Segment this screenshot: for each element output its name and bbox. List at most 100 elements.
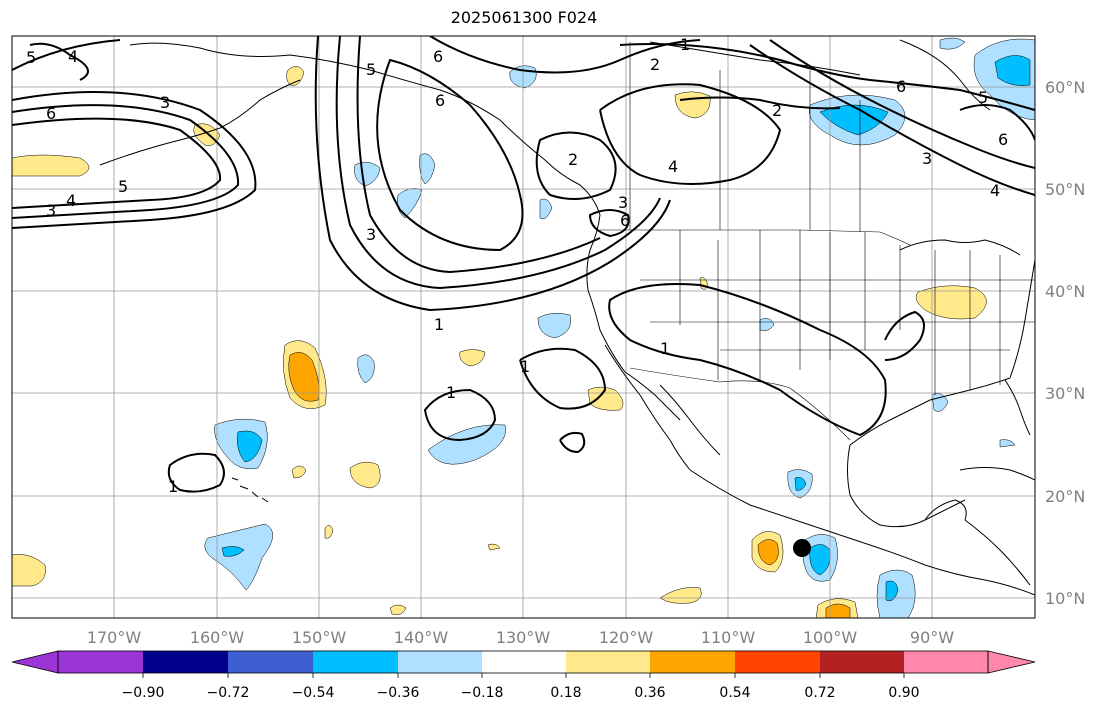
colorbar-tick-label: 0.90 bbox=[888, 685, 919, 701]
map-frame bbox=[11, 35, 1036, 619]
neg-patch bbox=[427, 424, 506, 465]
colorbar-tick-label: −0.18 bbox=[461, 685, 504, 701]
contour-line bbox=[429, 36, 701, 74]
contour-line bbox=[588, 209, 630, 238]
yucatan bbox=[924, 499, 967, 521]
florida bbox=[1004, 379, 1031, 436]
mexico-gulf bbox=[847, 444, 966, 528]
lat-label: 10°N bbox=[1045, 589, 1085, 608]
contour-label: 4 bbox=[66, 191, 76, 210]
contour-line bbox=[619, 43, 1035, 111]
contour-line bbox=[423, 388, 497, 442]
colorbar-extend-left bbox=[11, 650, 59, 674]
lon-label: 140°W bbox=[394, 628, 449, 647]
colorbar-segment bbox=[313, 651, 398, 673]
colorbar-tick-label: −0.36 bbox=[377, 685, 420, 701]
colorbar-tick-label: 0.36 bbox=[634, 685, 665, 701]
lon-labels: 170°W 160°W 150°W 140°W 130°W 120°W 110°… bbox=[87, 628, 954, 647]
pos-patch bbox=[459, 349, 486, 367]
neg-patch bbox=[357, 354, 375, 384]
contour-line bbox=[335, 36, 661, 290]
contour-line bbox=[559, 431, 586, 454]
colorbar-segment bbox=[904, 651, 988, 673]
contour-line bbox=[29, 42, 89, 81]
colorbar-segment bbox=[820, 651, 904, 673]
neg-patch bbox=[759, 318, 775, 332]
colorbar-ticks bbox=[142, 673, 905, 678]
pos-patch bbox=[12, 154, 90, 177]
contour-label: 3 bbox=[922, 149, 932, 168]
contour-line bbox=[356, 36, 601, 274]
contour-label: 2 bbox=[772, 101, 782, 120]
contour-label: 2 bbox=[568, 150, 578, 169]
neg-patch-core bbox=[994, 55, 1031, 86]
colorbar-extend-right bbox=[987, 650, 1036, 674]
lon-label: 170°W bbox=[87, 628, 142, 647]
neg-patch-core bbox=[237, 430, 263, 463]
colorbar: −0.90 −0.72 −0.54 −0.36 −0.18 0.18 0.36 … bbox=[11, 650, 1036, 701]
lon-label: 120°W bbox=[599, 628, 654, 647]
neg-patch bbox=[419, 153, 436, 185]
lat-label: 40°N bbox=[1045, 282, 1085, 301]
colorbar-tick-label: −0.54 bbox=[292, 685, 335, 701]
colorbar-segment bbox=[228, 651, 313, 673]
contour-line bbox=[376, 58, 524, 252]
neg-patch-core bbox=[221, 546, 245, 557]
contour-label: 5 bbox=[118, 177, 128, 196]
pos-patch bbox=[915, 285, 987, 320]
contour-line bbox=[535, 131, 617, 200]
gulf-coast bbox=[849, 377, 1011, 446]
east-coast bbox=[1009, 259, 1035, 379]
contour-line bbox=[959, 104, 1035, 141]
contour-line bbox=[608, 283, 887, 437]
colorbar-tick-label: 0.54 bbox=[719, 685, 750, 701]
contour-line bbox=[519, 347, 607, 410]
contour-label: 6 bbox=[896, 77, 906, 96]
contour-label: 6 bbox=[435, 91, 445, 110]
lat-label: 20°N bbox=[1045, 487, 1085, 506]
contours bbox=[12, 36, 1035, 493]
pos-patch bbox=[349, 461, 381, 489]
us-mexico-border bbox=[629, 367, 851, 441]
contour-label: 5 bbox=[366, 60, 376, 79]
contour-label: 6 bbox=[46, 104, 56, 123]
colorbar-segment bbox=[735, 651, 820, 673]
neg-patch bbox=[999, 439, 1016, 448]
contour-label: 5 bbox=[978, 88, 988, 107]
lat-label: 60°N bbox=[1045, 78, 1085, 97]
contour-label: 1 bbox=[446, 383, 456, 402]
pos-patch bbox=[324, 525, 334, 539]
colorbar-segment bbox=[566, 651, 650, 673]
contour-line bbox=[167, 452, 225, 493]
contour-label: 6 bbox=[433, 47, 443, 66]
pos-patch bbox=[487, 543, 501, 551]
mexico-pacific bbox=[689, 469, 1035, 596]
contour-line bbox=[599, 83, 782, 185]
alaska-coast bbox=[129, 42, 601, 251]
hawaii bbox=[231, 477, 269, 503]
gridlines bbox=[12, 36, 1035, 618]
aleutians bbox=[99, 79, 301, 166]
lat-labels: 60°N 50°N 40°N 30°N 20°N 10°N bbox=[1045, 78, 1085, 608]
contour-label: 1 bbox=[520, 357, 530, 376]
contour-label: 4 bbox=[990, 181, 1000, 200]
pos-patch-core bbox=[288, 352, 320, 402]
cuba bbox=[959, 467, 1035, 481]
contour-label: 3 bbox=[46, 201, 56, 220]
hudson-bay bbox=[899, 39, 991, 111]
lon-label: 90°W bbox=[910, 628, 954, 647]
lon-label: 130°W bbox=[496, 628, 551, 647]
pos-patch-core bbox=[825, 603, 851, 618]
lon-label: 100°W bbox=[803, 628, 858, 647]
colorbar-segment bbox=[482, 651, 566, 673]
contour-line bbox=[679, 96, 841, 110]
colorbar-frame bbox=[57, 650, 989, 674]
coastlines bbox=[99, 39, 1035, 596]
central-america bbox=[964, 519, 1031, 586]
colorbar-tick-label: −0.90 bbox=[122, 685, 165, 701]
neg-patch bbox=[537, 312, 571, 339]
baja bbox=[604, 344, 691, 471]
pos-patch bbox=[286, 66, 305, 86]
contour-label: 4 bbox=[668, 157, 678, 176]
lon-label: 160°W bbox=[190, 628, 245, 647]
